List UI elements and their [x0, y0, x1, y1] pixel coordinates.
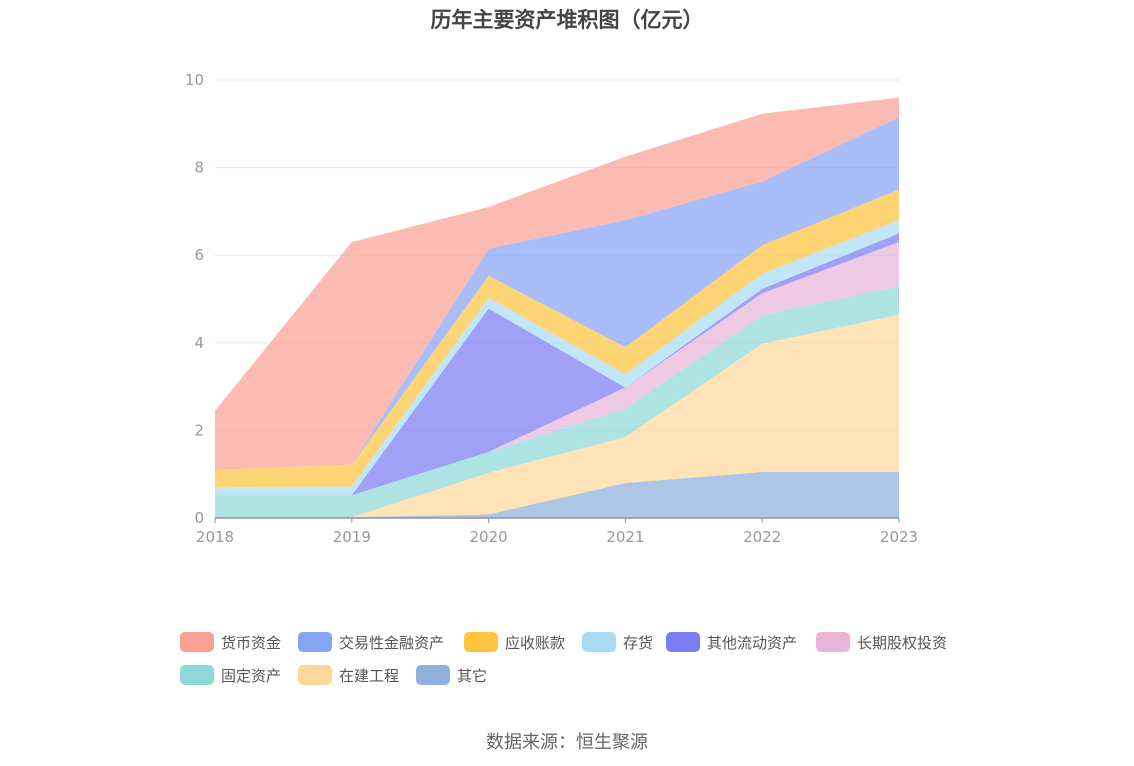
legend-swatch [666, 632, 700, 652]
y-tick-label: 2 [194, 421, 204, 439]
x-tick-label: 2022 [743, 528, 781, 546]
legend-item[interactable]: 存货 [582, 630, 653, 654]
legend-swatch [816, 632, 850, 652]
area-series-2 [215, 285, 899, 518]
legend-swatch [298, 632, 332, 652]
x-tick-label: 2021 [606, 528, 644, 546]
chart-title: 历年主要资产堆积图（亿元） [430, 8, 704, 32]
legend-label: 在建工程 [339, 666, 400, 685]
area-series-0 [215, 472, 899, 518]
area-series-6 [215, 189, 899, 488]
source-note: 数据来源：恒生聚源 [486, 732, 648, 753]
area-series [215, 97, 899, 518]
legend-item[interactable]: 其它 [416, 663, 487, 687]
legend-swatch [180, 665, 214, 685]
y-tick-label: 8 [194, 159, 204, 177]
legend-label: 其它 [457, 666, 488, 685]
legend-item[interactable]: 长期股权投资 [816, 630, 947, 654]
axes: 0 2 4 6 8 10 2018 2019 2020 2021 2022 2023 [185, 71, 918, 546]
area-series-1 [215, 314, 899, 518]
x-tick-label: 2018 [196, 528, 234, 546]
legend-label: 固定资产 [221, 666, 282, 685]
area-series-5 [215, 220, 899, 496]
area-series-4 [215, 233, 899, 496]
y-tick-label: 0 [194, 509, 204, 527]
x-tick-label: 2019 [333, 528, 371, 546]
legend-swatch [582, 632, 616, 652]
legend-item[interactable]: 其他流动资产 [666, 630, 797, 654]
y-tick-label: 10 [185, 71, 204, 89]
legend-label: 存货 [623, 633, 654, 652]
legend-swatch [464, 632, 498, 652]
legend-item[interactable]: 货币资金 [180, 630, 281, 654]
legend-label: 其他流动资产 [707, 633, 798, 652]
legend-item[interactable]: 应收账款 [464, 630, 565, 654]
area-series-7 [215, 117, 899, 470]
legend-label: 货币资金 [221, 633, 282, 652]
x-tick-label: 2023 [880, 528, 918, 546]
legend-label: 长期股权投资 [857, 633, 948, 652]
area-series-8 [215, 97, 899, 470]
x-tick-label: 2020 [470, 528, 508, 546]
y-tick-label: 4 [194, 334, 204, 352]
legend-item[interactable]: 交易性金融资产 [298, 630, 444, 654]
legend-item[interactable]: 固定资产 [180, 663, 281, 687]
legend-label: 应收账款 [505, 633, 566, 652]
legend-swatch [180, 632, 214, 652]
legend-item[interactable]: 在建工程 [298, 663, 399, 687]
y-tick-label: 6 [194, 246, 204, 264]
legend-label: 交易性金融资产 [339, 633, 445, 652]
legend-swatch [298, 665, 332, 685]
legend-swatch [416, 665, 450, 685]
